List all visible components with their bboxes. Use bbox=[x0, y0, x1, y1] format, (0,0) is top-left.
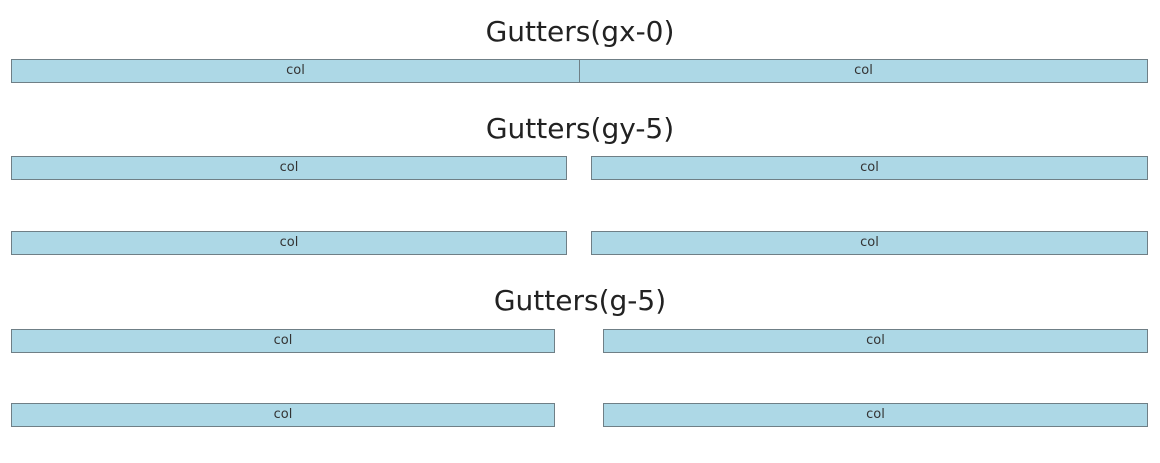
g5-col-1: col bbox=[11, 329, 555, 353]
section-title-g5: Gutters(g-5) bbox=[493, 284, 667, 317]
gx0-col-2: col bbox=[579, 59, 1148, 83]
section-title-gy5: Gutters(gy-5) bbox=[485, 112, 675, 145]
g5-col-2: col bbox=[603, 329, 1148, 353]
gy5-col-1: col bbox=[11, 156, 567, 180]
g5-col-4: col bbox=[603, 403, 1148, 427]
gy5-col-3: col bbox=[11, 231, 567, 255]
gx0-col-1: col bbox=[11, 59, 580, 83]
section-title-gx0: Gutters(gx-0) bbox=[485, 15, 675, 48]
gy5-col-4: col bbox=[591, 231, 1148, 255]
gy5-col-2: col bbox=[591, 156, 1148, 180]
g5-col-3: col bbox=[11, 403, 555, 427]
